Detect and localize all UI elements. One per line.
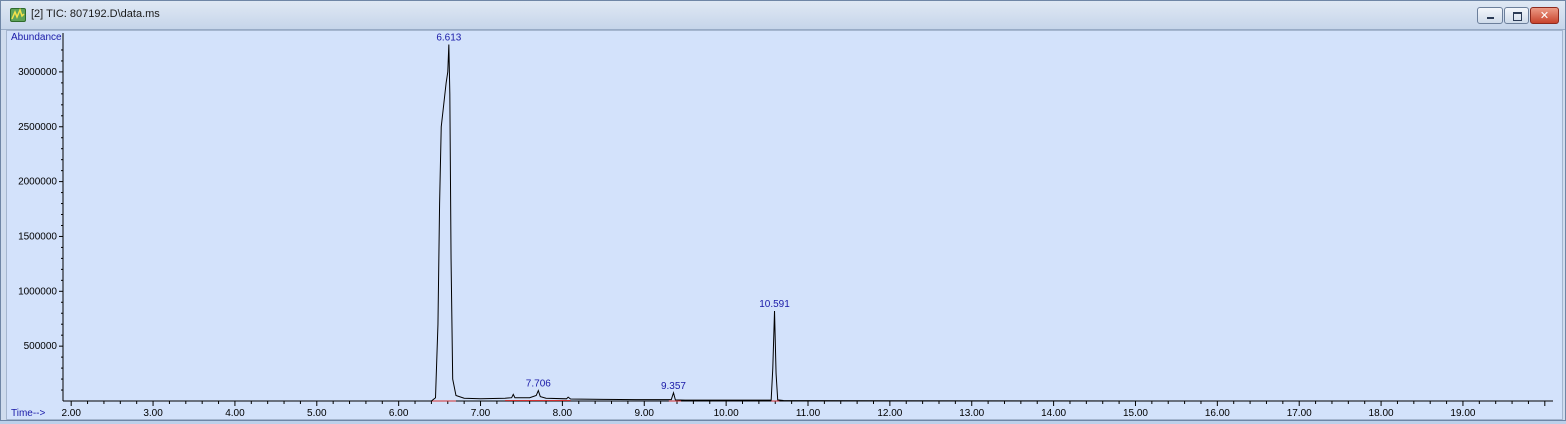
- window-title: [2] TIC: 807192.D\data.ms: [31, 8, 160, 20]
- peak-label: 6.613: [436, 32, 461, 43]
- x-tick-label: 13.00: [959, 408, 984, 419]
- x-tick-label: 17.00: [1287, 408, 1312, 419]
- x-tick-label: 5.00: [307, 408, 327, 419]
- maximize-button[interactable]: [1504, 7, 1529, 24]
- y-tick-label: 1500000: [18, 231, 57, 242]
- y-tick-label: 1000000: [18, 286, 57, 297]
- maximize-icon: [1513, 12, 1522, 21]
- peak-label: 9.357: [661, 381, 686, 392]
- peak-label: 10.591: [759, 299, 790, 310]
- x-tick-label: 8.00: [553, 408, 573, 419]
- x-tick-label: 3.00: [143, 408, 163, 419]
- y-tick-label: 2500000: [18, 122, 57, 133]
- y-tick-label: 500000: [24, 341, 58, 352]
- y-tick-label: 2000000: [18, 177, 57, 188]
- x-tick-label: 18.00: [1369, 408, 1394, 419]
- title-bar[interactable]: [2] TIC: 807192.D\data.ms ✕: [1, 1, 1565, 30]
- x-tick-label: 11.00: [796, 408, 821, 419]
- peak-labels: 6.613 7.706 9.357 10.591: [436, 32, 790, 391]
- x-tick-label: 2.00: [61, 408, 81, 419]
- peak-label: 7.706: [526, 379, 551, 390]
- x-tick-label: 6.00: [389, 408, 409, 419]
- x-tick-label: 19.00: [1450, 408, 1475, 419]
- tic-trace: [63, 44, 1553, 402]
- x-tick-label: 16.00: [1205, 408, 1230, 419]
- close-icon: ✕: [1539, 9, 1550, 22]
- y-axis-label: Abundance: [11, 32, 62, 43]
- x-axis-label: Time-->: [11, 408, 46, 419]
- minimize-icon: [1487, 17, 1494, 19]
- x-tick-label: 7.00: [471, 408, 491, 419]
- x-tick-label: 4.00: [225, 408, 245, 419]
- close-button[interactable]: ✕: [1530, 7, 1559, 24]
- chromatogram-app-icon[interactable]: [10, 8, 26, 22]
- x-tick-label: 12.00: [877, 408, 902, 419]
- x-tick-label: 9.00: [635, 408, 655, 419]
- y-tick-label: 3000000: [18, 67, 57, 78]
- minimize-button[interactable]: [1477, 7, 1503, 24]
- x-tick-label: 15.00: [1123, 408, 1148, 419]
- x-tick-label: 14.00: [1041, 408, 1066, 419]
- y-axis-ticks: 500000 1000000 1500000 2000000 2500000 300000…: [18, 49, 63, 391]
- x-tick-label: 10.00: [714, 408, 739, 419]
- chromatogram-chart[interactable]: 500000 1000000 1500000 2000000 2500000 300000…: [7, 31, 1562, 419]
- plot-area[interactable]: 500000 1000000 1500000 2000000 2500000 300000…: [6, 30, 1563, 420]
- integration-baselines: [431, 399, 780, 402]
- x-axis-ticks: 2.00 3.00 4.00 5.00 6.00 7.00 8.00 9.00 10.00 11.…: [61, 401, 1546, 419]
